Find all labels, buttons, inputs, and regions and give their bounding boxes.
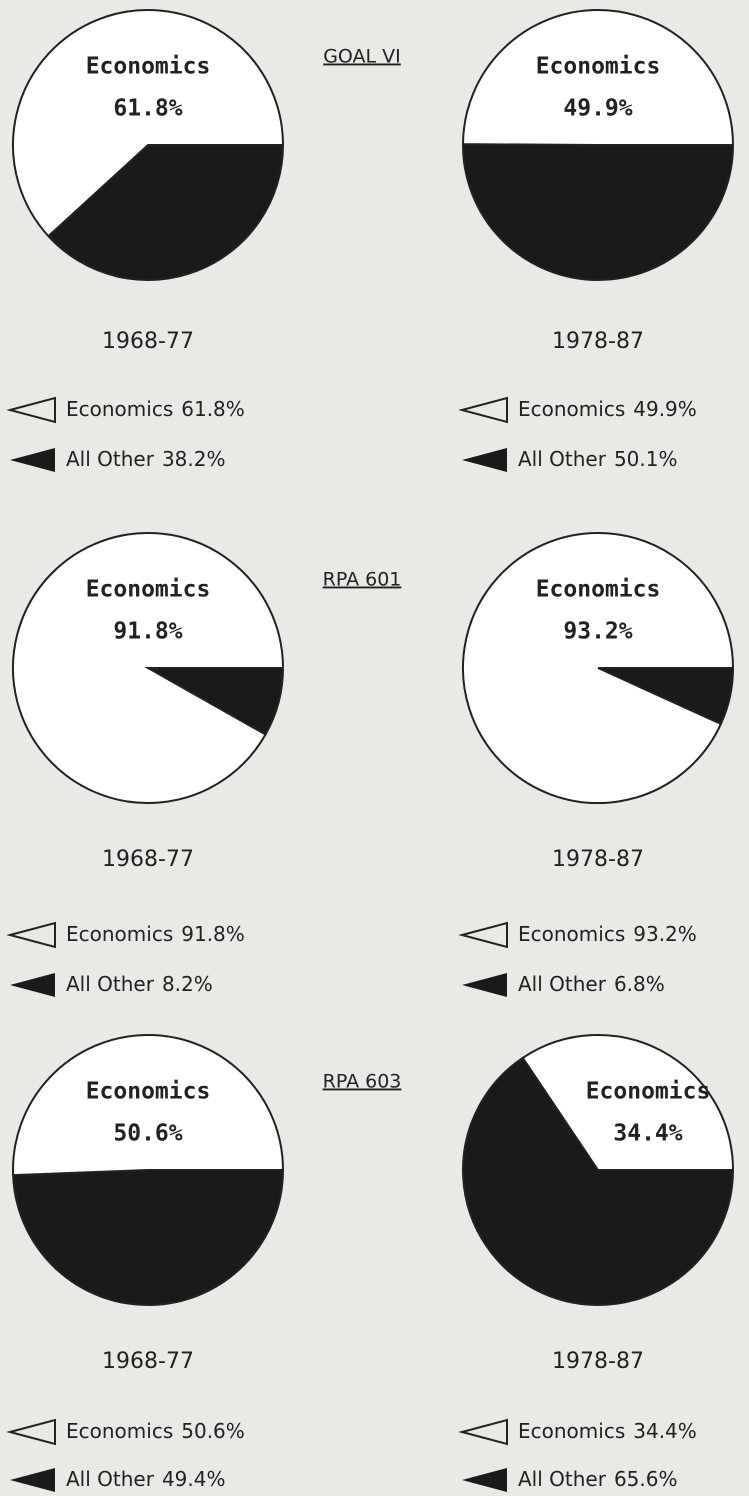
legend-value: 49.4% [162, 1467, 226, 1491]
caption: 1978-87 [552, 1349, 644, 1374]
legend-entry: Economics 91.8% [66, 922, 245, 946]
legend-name: All Other [66, 447, 155, 471]
legend-entry: All Other 50.1% [518, 447, 678, 471]
caption: 1968-77 [102, 1349, 194, 1374]
legend-swatch [10, 448, 55, 472]
legend-name: Economics [66, 397, 173, 421]
legend-name: All Other [518, 447, 607, 471]
legend-swatch [458, 1418, 508, 1446]
legend-name: Economics [518, 397, 625, 421]
legend-value: 65.6% [614, 1467, 678, 1491]
section-heading: GOAL VI [323, 46, 401, 68]
legend-swatch [10, 973, 55, 997]
legend-entry: Economics 34.4% [518, 1419, 697, 1443]
legend-name: Economics [518, 1419, 625, 1443]
legend-swatch [462, 1468, 507, 1492]
legend-entry: All Other 8.2% [66, 972, 213, 996]
legend-name: All Other [518, 1467, 607, 1491]
legend-swatch [6, 396, 56, 424]
slice-label: Economics [536, 54, 661, 80]
pie-slice [12, 1169, 285, 1306]
caption: 1968-77 [102, 847, 194, 872]
legend-name: Economics [66, 922, 173, 946]
legend-name: Economics [66, 1419, 173, 1443]
legend-value: 38.2% [162, 447, 226, 471]
slice-label: Economics [86, 1079, 211, 1105]
caption: 1978-87 [552, 847, 644, 872]
legend-entry: Economics 93.2% [518, 922, 697, 946]
legend-value: 91.8% [181, 922, 245, 946]
pie-slice [462, 143, 735, 282]
legend-swatch [458, 396, 508, 424]
legend-name: All Other [518, 972, 607, 996]
legend-value: 34.4% [633, 1419, 697, 1443]
legend-entry: Economics 50.6% [66, 1419, 245, 1443]
legend-name: Economics [518, 922, 625, 946]
pie-slice [47, 144, 285, 281]
legend-value: 49.9% [633, 397, 697, 421]
legend-name: All Other [66, 1467, 155, 1491]
pie-slice [12, 9, 285, 238]
slice-label: Economics [586, 1079, 711, 1105]
slice-value: 34.4% [613, 1121, 682, 1147]
slice-label: Economics [536, 577, 661, 603]
legend-name: All Other [66, 972, 155, 996]
caption: 1968-77 [102, 329, 194, 354]
slice-value: 49.9% [563, 96, 632, 122]
pie-slice [12, 532, 285, 804]
legend-entry: Economics 61.8% [66, 397, 245, 421]
legend-entry: Economics 49.9% [518, 397, 697, 421]
legend-entry: All Other 65.6% [518, 1467, 678, 1491]
legend-value: 8.2% [162, 972, 213, 996]
slice-value: 61.8% [113, 96, 182, 122]
legend-value: 6.8% [614, 972, 665, 996]
pie-slice [12, 1034, 285, 1177]
pie-slice [462, 532, 735, 804]
caption: 1978-87 [552, 329, 644, 354]
pie-slice [461, 9, 735, 146]
legend-value: 50.6% [181, 1419, 245, 1443]
pie-slice [521, 1034, 735, 1171]
slice-value: 93.2% [563, 619, 632, 645]
legend-value: 93.2% [633, 922, 697, 946]
legend-swatch [462, 448, 507, 472]
legend-value: 50.1% [614, 447, 678, 471]
legend-value: 61.8% [181, 397, 245, 421]
slice-value: 91.8% [113, 619, 182, 645]
legend-swatch [6, 921, 56, 949]
pie-slice [462, 1056, 735, 1306]
legend-swatch [462, 973, 507, 997]
slice-label: Economics [86, 577, 211, 603]
slice-label: Economics [86, 54, 211, 80]
legend-swatch [10, 1468, 55, 1492]
legend-swatch [458, 921, 508, 949]
legend-entry: All Other 6.8% [518, 972, 665, 996]
legend-entry: All Other 49.4% [66, 1467, 226, 1491]
section-heading: RPA 601 [323, 569, 402, 591]
section-heading: RPA 603 [323, 1071, 402, 1093]
legend-swatch [6, 1418, 56, 1446]
slice-value: 50.6% [113, 1121, 182, 1147]
legend-entry: All Other 38.2% [66, 447, 226, 471]
